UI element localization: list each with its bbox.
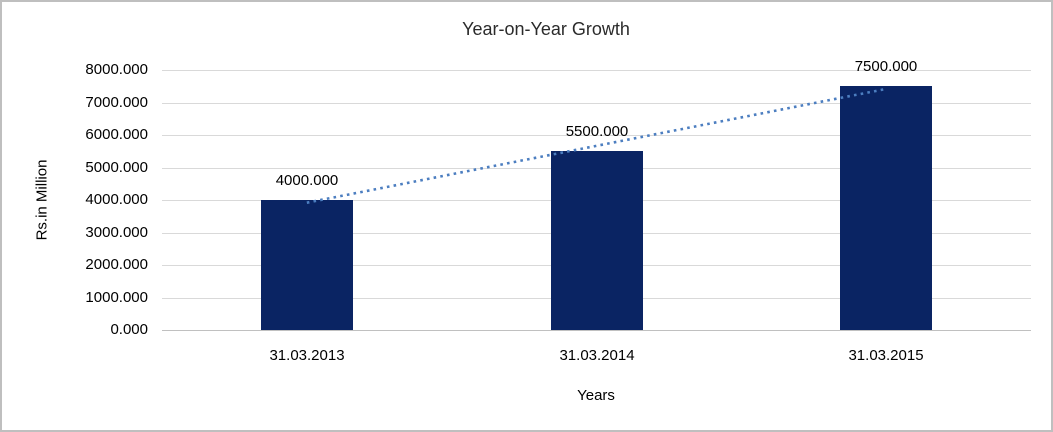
chart-title: Year-on-Year Growth <box>462 19 630 39</box>
x-tick-label: 31.03.2014 <box>559 347 635 364</box>
data-label: 4000.000 <box>275 172 339 189</box>
gridline <box>162 70 1031 71</box>
bar-31.03.2013 <box>261 200 353 330</box>
x-tick-label: 31.03.2015 <box>848 347 924 364</box>
y-tick-label: 3000.000 <box>85 224 148 241</box>
y-tick-label: 4000.000 <box>85 191 148 208</box>
y-tick-label: 6000.000 <box>85 126 148 143</box>
data-label: 7500.000 <box>854 58 918 75</box>
y-tick-label: 5000.000 <box>85 159 148 176</box>
bar-31.03.2015 <box>840 86 932 330</box>
x-axis-title: Years <box>577 387 615 404</box>
data-label: 5500.000 <box>565 123 629 140</box>
y-tick-label: 0.000 <box>110 321 148 338</box>
bar-31.03.2014 <box>551 151 643 330</box>
y-tick-label: 7000.000 <box>85 94 148 111</box>
x-axis-line <box>162 330 1031 331</box>
y-tick-label: 2000.000 <box>85 256 148 273</box>
x-tick-label: 31.03.2013 <box>269 347 345 364</box>
y-tick-label: 8000.000 <box>85 61 148 78</box>
y-tick-label: 1000.000 <box>85 289 148 306</box>
